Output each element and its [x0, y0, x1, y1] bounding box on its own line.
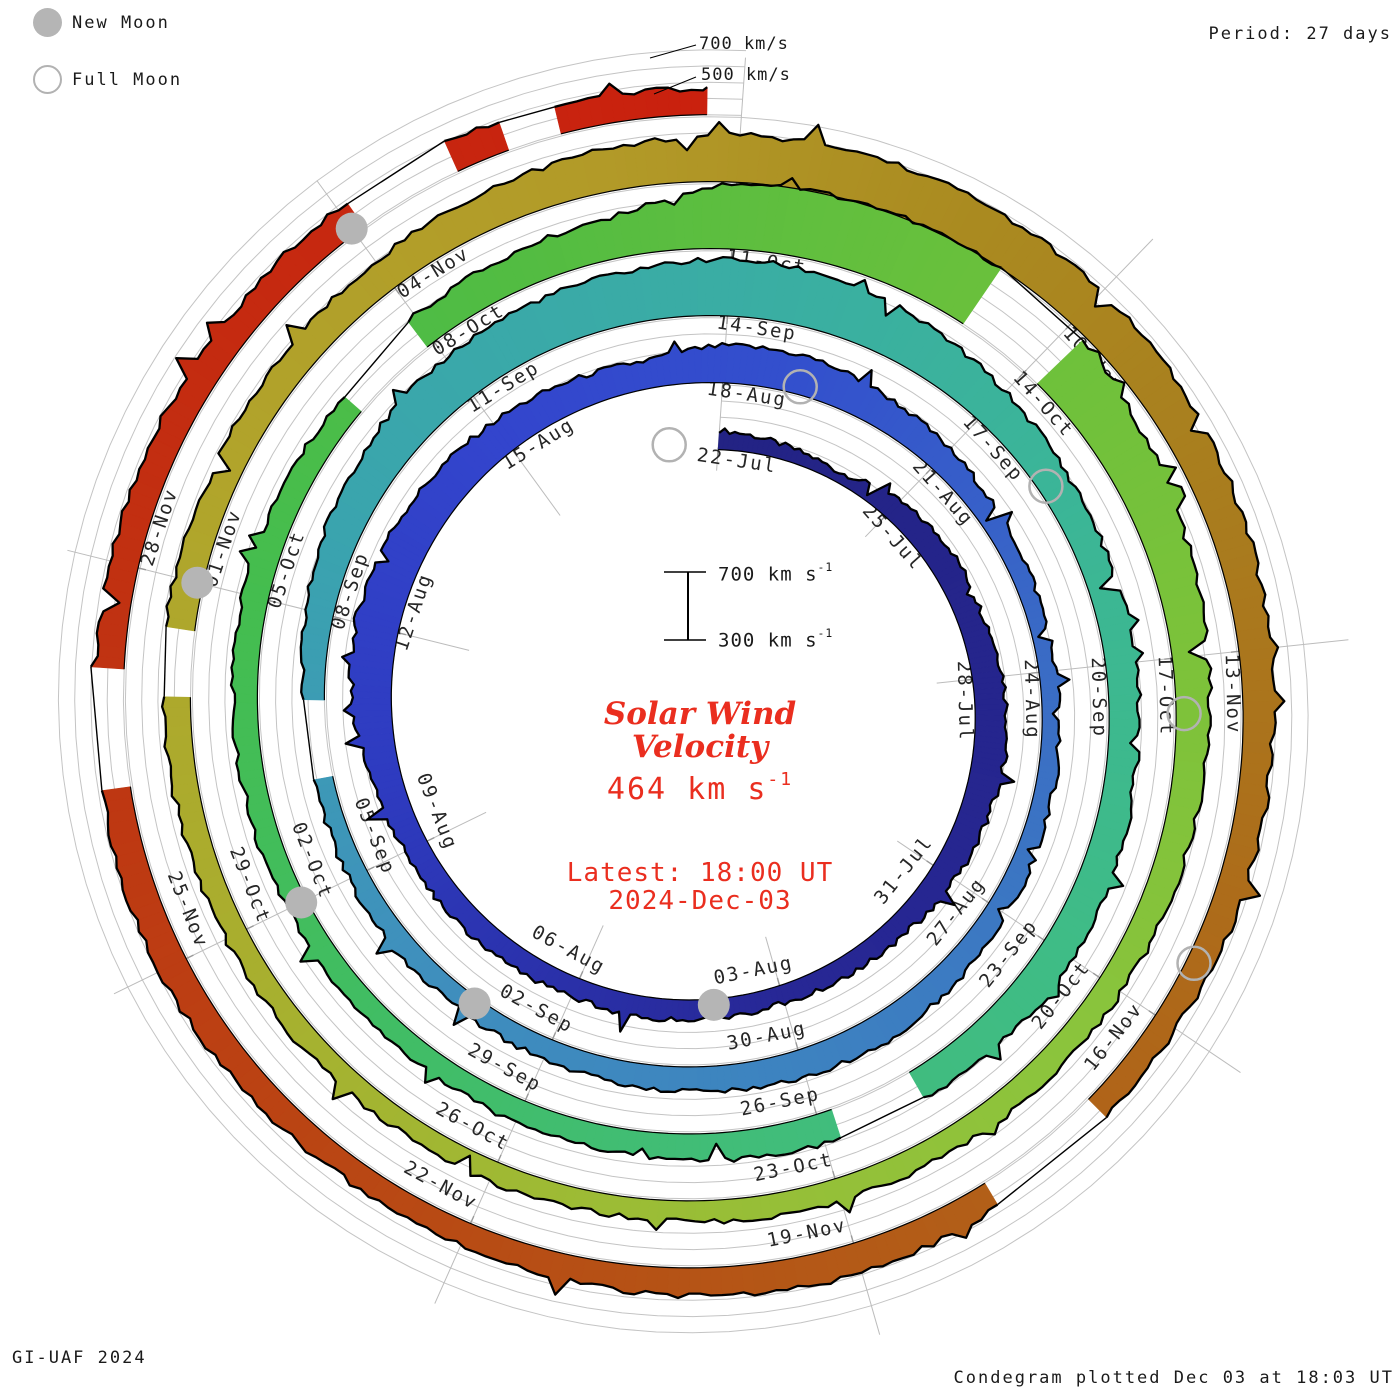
plotted-timestamp-label: Condegram plotted Dec 03 at 18:03 UT — [953, 1368, 1394, 1388]
chart-title-line2: Velocity — [631, 729, 769, 765]
full-moon-label: Full Moon — [72, 70, 183, 90]
gridline-700-label: 700 km/s — [699, 34, 789, 54]
current-velocity-value: 464 km s-1 — [606, 769, 794, 807]
new-moon-label: New Moon — [72, 13, 170, 33]
svg-text:03-Aug: 03-Aug — [712, 952, 795, 990]
full-moon-icon — [33, 65, 62, 94]
new-moon-icon — [33, 8, 62, 37]
scale-top-label: 700 km s-1 — [718, 560, 834, 586]
chart-title-line1: Solar Wind — [603, 696, 797, 732]
data-band-layer — [89, 82, 1286, 1300]
gridline-500-label: 500 km/s — [701, 65, 791, 85]
latest-date-label: 2024-Dec-03 — [608, 886, 792, 916]
period-label: Period: 27 days — [1208, 24, 1392, 44]
scale-bar — [649, 44, 706, 641]
latest-time-label: Latest: 18:00 UT — [566, 858, 834, 888]
credit-label: GI-UAF 2024 — [12, 1348, 147, 1368]
scale-bottom-label: 300 km s-1 — [718, 626, 834, 652]
moon-symbols-layer — [181, 212, 1212, 1021]
